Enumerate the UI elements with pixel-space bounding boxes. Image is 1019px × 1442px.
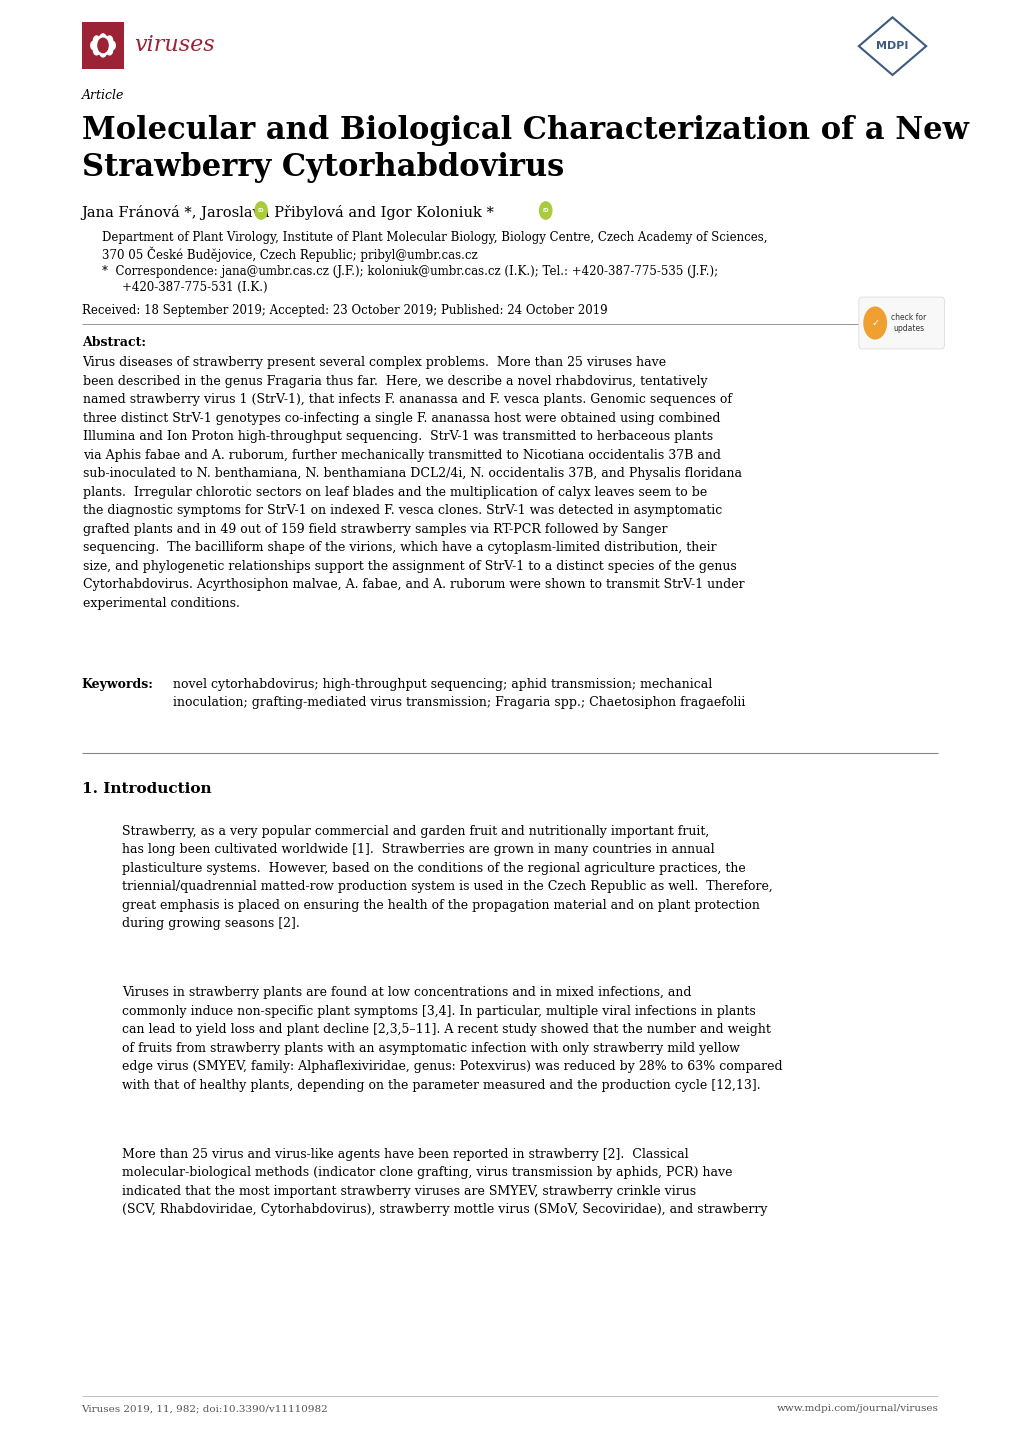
Text: 1. Introduction: 1. Introduction	[82, 782, 211, 796]
Text: novel cytorhabdovirus; high-throughput sequencing; aphid transmission; mechanica: novel cytorhabdovirus; high-throughput s…	[173, 678, 745, 709]
FancyBboxPatch shape	[858, 297, 944, 349]
Circle shape	[100, 33, 106, 42]
Text: check for
updates: check for updates	[891, 313, 925, 333]
Text: Viruses 2019, 11, 982; doi:10.3390/v11110982: Viruses 2019, 11, 982; doi:10.3390/v1111…	[82, 1405, 328, 1413]
Text: ✓: ✓	[870, 319, 878, 327]
Text: Jana Fránová *, Jaroslava Přibylová and Igor Koloniuk *: Jana Fránová *, Jaroslava Přibylová and …	[82, 205, 494, 219]
Circle shape	[94, 46, 100, 55]
Circle shape	[539, 202, 551, 219]
Text: Keywords:: Keywords:	[82, 678, 153, 691]
Text: iD: iD	[258, 208, 264, 213]
Text: iD: iD	[542, 208, 548, 213]
Circle shape	[91, 40, 97, 49]
Text: MDPI: MDPI	[875, 42, 908, 50]
Circle shape	[106, 46, 112, 55]
Text: Abstract:: Abstract:	[82, 336, 146, 349]
Text: +420-387-775-531 (I.K.): +420-387-775-531 (I.K.)	[122, 281, 268, 294]
Circle shape	[106, 36, 112, 45]
Text: 370 05 České Budějovice, Czech Republic; pribyl@umbr.cas.cz: 370 05 České Budějovice, Czech Republic;…	[102, 247, 477, 262]
Text: Viruses in strawberry plants are found at low concentrations and in mixed infect: Viruses in strawberry plants are found a…	[122, 986, 783, 1092]
Circle shape	[255, 202, 267, 219]
Circle shape	[98, 37, 108, 52]
Circle shape	[96, 35, 110, 55]
Text: Strawberry, as a very popular commercial and garden fruit and nutritionally impo: Strawberry, as a very popular commercial…	[122, 825, 772, 930]
Circle shape	[863, 307, 886, 339]
Circle shape	[109, 40, 115, 49]
Text: Molecular and Biological Characterization of a New
Strawberry Cytorhabdovirus: Molecular and Biological Characterizatio…	[82, 115, 967, 183]
Text: More than 25 virus and virus-like agents have been reported in strawberry [2].  : More than 25 virus and virus-like agents…	[122, 1148, 767, 1217]
Text: Article: Article	[82, 89, 124, 102]
Text: www.mdpi.com/journal/viruses: www.mdpi.com/journal/viruses	[775, 1405, 937, 1413]
Text: *  Correspondence: jana@umbr.cas.cz (J.F.); koloniuk@umbr.cas.cz (I.K.); Tel.: +: * Correspondence: jana@umbr.cas.cz (J.F.…	[102, 265, 717, 278]
Text: Received: 18 September 2019; Accepted: 23 October 2019; Published: 24 October 20: Received: 18 September 2019; Accepted: 2…	[82, 304, 606, 317]
Text: Virus diseases of strawberry present several complex problems.  More than 25 vir: Virus diseases of strawberry present sev…	[83, 356, 744, 610]
Text: Department of Plant Virology, Institute of Plant Molecular Biology, Biology Cent: Department of Plant Virology, Institute …	[102, 231, 766, 244]
FancyBboxPatch shape	[82, 22, 124, 69]
Circle shape	[94, 36, 100, 45]
Circle shape	[100, 48, 106, 56]
Text: viruses: viruses	[135, 33, 215, 56]
